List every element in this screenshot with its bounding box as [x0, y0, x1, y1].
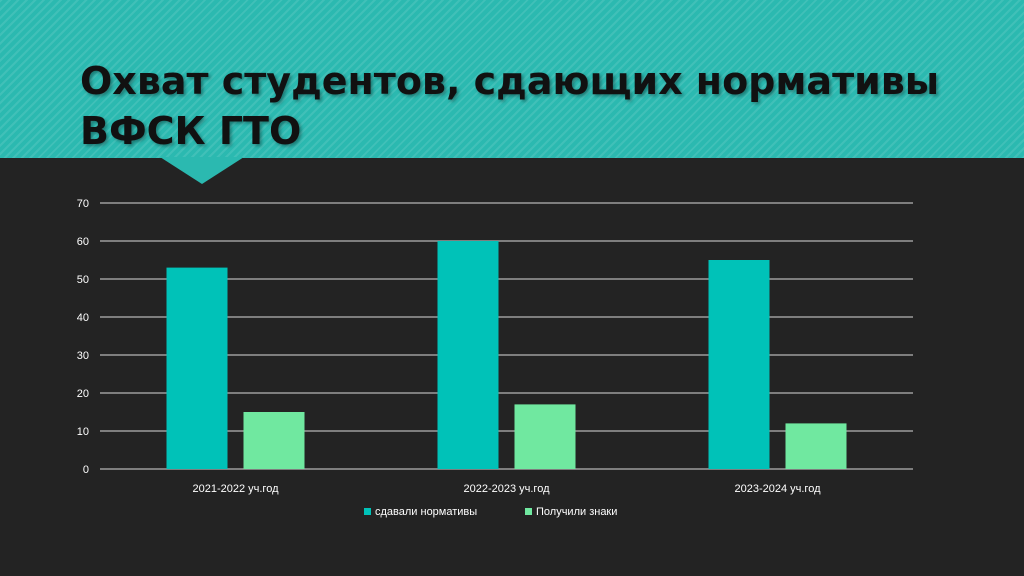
title-banner	[0, 0, 1024, 158]
bar-series-1-2	[437, 241, 499, 469]
legend-swatch-1	[364, 508, 371, 515]
y-tick-label: 0	[83, 464, 89, 476]
x-category-label: 2023-2024 уч.год	[734, 483, 821, 495]
y-axis-tick-labels: 0 10 20 30 40 50 60 70	[77, 198, 89, 476]
bar-series-1-3	[708, 260, 770, 469]
chart-gridlines	[100, 202, 913, 470]
x-category-label: 2021-2022 уч.год	[192, 483, 279, 495]
y-tick-label: 20	[77, 388, 89, 400]
banner-notch	[160, 157, 244, 184]
legend-label-2: Получили знаки	[536, 506, 617, 518]
bar-series-2-2	[514, 404, 576, 469]
bar-series-1-1	[166, 267, 228, 469]
x-axis-category-labels: 2021-2022 уч.год 2022-2023 уч.год 2023-202…	[192, 483, 821, 495]
x-category-label: 2022-2023 уч.год	[463, 483, 550, 495]
y-tick-label: 60	[77, 236, 89, 248]
y-tick-label: 10	[77, 426, 89, 438]
y-tick-label: 30	[77, 350, 89, 362]
y-tick-label: 40	[77, 312, 89, 324]
y-tick-label: 50	[77, 274, 89, 286]
slide-title: Охват студентов, сдающих нормативы ВФСК …	[80, 59, 940, 153]
bar-series-2-3	[785, 423, 847, 469]
chart-bars	[166, 241, 847, 469]
chart-legend: сдавали нормативы Получили знаки	[364, 506, 617, 518]
legend-label-1: сдавали нормативы	[375, 506, 477, 518]
y-tick-label: 70	[77, 198, 89, 210]
bar-series-2-1	[243, 412, 305, 469]
legend-swatch-2	[525, 508, 532, 515]
